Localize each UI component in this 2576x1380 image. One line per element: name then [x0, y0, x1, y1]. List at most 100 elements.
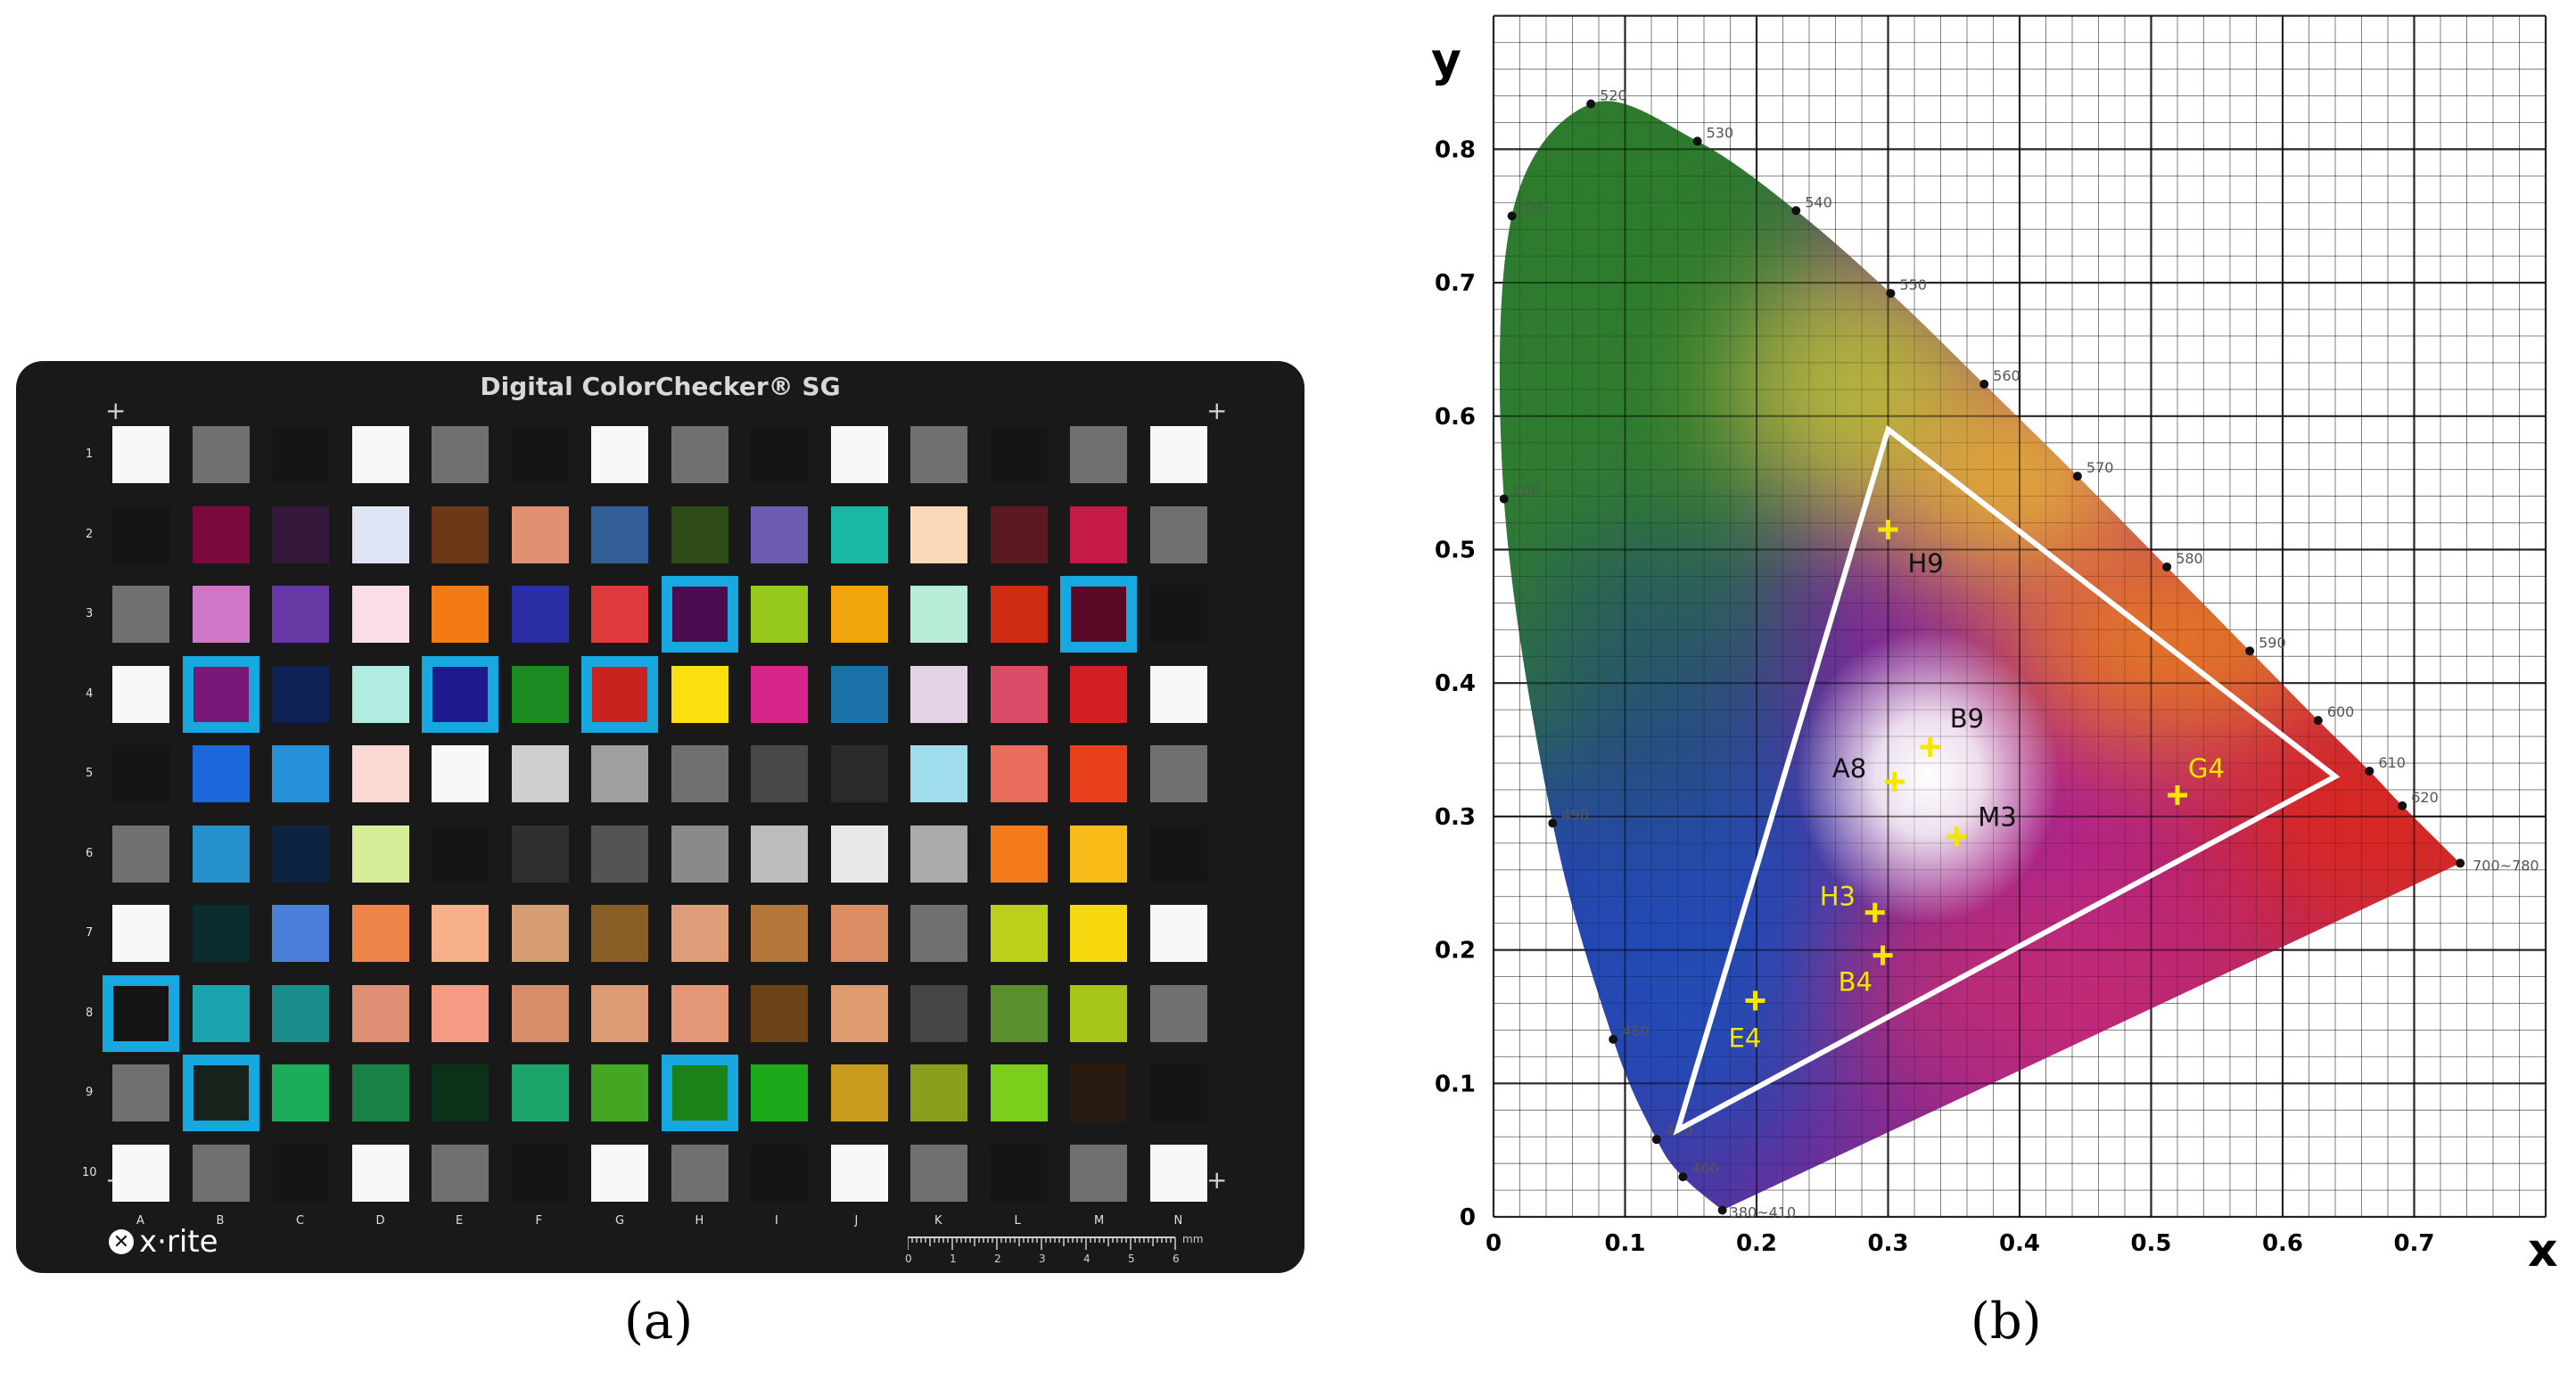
row-label: 2	[86, 527, 94, 541]
color-patch-N5	[1149, 745, 1207, 802]
x-tick-label: 0.2	[1736, 1230, 1777, 1257]
color-patch-C4	[272, 665, 329, 723]
wavelength-label: 500	[1513, 482, 1541, 499]
column-label: J	[854, 1214, 859, 1228]
wavelength-label: 590	[2259, 634, 2286, 651]
y-tick-label: 0.2	[1435, 938, 1476, 965]
color-patch-G1	[591, 426, 648, 483]
row-label: 5	[86, 767, 94, 780]
x-tick-label: 0.5	[2130, 1230, 2171, 1257]
wavelength-label: 480	[1622, 1023, 1650, 1039]
x-tick-label: 0.3	[1867, 1230, 1908, 1257]
color-patch-J4	[830, 665, 888, 723]
column-label: E	[456, 1214, 464, 1228]
wavelength-dot	[2365, 767, 2374, 776]
color-patch-K5	[910, 745, 967, 802]
color-patch-I1	[751, 426, 808, 483]
point-label: B9	[1950, 703, 1984, 734]
color-patch-B6	[192, 825, 250, 883]
color-patch-F7	[511, 905, 569, 962]
wavelength-label: 580	[2176, 550, 2203, 567]
color-patch-B10	[192, 1144, 250, 1202]
color-patch-A7	[112, 905, 169, 962]
color-patch-B2	[192, 505, 250, 563]
wavelength-markers: 380~410460470480490500510520530540550560…	[1499, 87, 2539, 1221]
color-patch-B9	[192, 1064, 250, 1121]
column-label: D	[375, 1214, 385, 1228]
column-label: C	[296, 1214, 305, 1228]
corner-crosshair-icon: +	[105, 396, 127, 425]
highlight-box-M3	[1060, 576, 1137, 653]
color-patch-I7	[751, 905, 808, 962]
y-tick-label: 0.3	[1435, 804, 1476, 831]
x-axis-label: x	[2528, 1224, 2558, 1277]
point-label: E4	[1729, 1023, 1762, 1053]
color-patch-B7	[192, 905, 250, 962]
y-tick-label: 0.7	[1435, 270, 1476, 297]
wavelength-dot	[1717, 1205, 1727, 1215]
color-patch-J3	[830, 586, 888, 643]
color-patch-D4	[351, 665, 409, 723]
color-patch-D1	[351, 426, 409, 483]
wavelength-dot	[1499, 494, 1509, 504]
color-patch-L6	[990, 825, 1048, 883]
wavelength-label: 600	[2327, 703, 2355, 720]
color-patch-I8	[751, 984, 808, 1042]
color-patch-L3	[990, 586, 1048, 643]
x-tick-label: 0.6	[2262, 1230, 2303, 1257]
color-patch-M7	[1070, 905, 1127, 962]
row-label: 1	[86, 448, 94, 461]
color-patch-H9	[671, 1064, 728, 1121]
color-patch-H10	[671, 1144, 728, 1202]
wavelength-label: 540	[1805, 193, 1832, 210]
ruler-tick-label: 6	[1173, 1253, 1180, 1265]
xrite-logo-icon: ✕	[109, 1229, 134, 1254]
wavelength-dot	[1979, 379, 1989, 389]
color-patch-G6	[591, 825, 648, 883]
highlight-box-E4	[422, 655, 498, 733]
color-patch-G10	[591, 1144, 648, 1202]
color-patch-E1	[432, 426, 489, 483]
color-patch-F9	[511, 1064, 569, 1121]
xrite-logo: ✕ x·rite	[109, 1224, 218, 1260]
color-patch-L8	[990, 984, 1048, 1042]
color-patch-K3	[910, 586, 967, 643]
color-patch-N4	[1149, 665, 1207, 723]
wavelength-dot	[2162, 562, 2172, 571]
color-patch-C1	[272, 426, 329, 483]
color-patch-K6	[910, 825, 967, 883]
y-tick-label: 0.1	[1435, 1071, 1476, 1097]
color-patch-K9	[910, 1064, 967, 1121]
column-label: F	[535, 1214, 542, 1228]
color-patch-E5	[432, 745, 489, 802]
color-patch-D10	[351, 1144, 409, 1202]
color-patch-L10	[990, 1144, 1048, 1202]
color-patch-K8	[910, 984, 967, 1042]
wavelength-label: 530	[1707, 124, 1734, 141]
x-tick-label: 0.4	[1999, 1230, 2040, 1257]
color-patch-A9	[112, 1064, 169, 1121]
ruler-tick-label: 1	[950, 1253, 957, 1265]
color-patch-B3	[192, 586, 250, 643]
wavelength-label: 620	[2411, 789, 2439, 806]
wavelength-dot	[1507, 211, 1517, 221]
color-patch-C6	[272, 825, 329, 883]
color-patch-E8	[432, 984, 489, 1042]
color-patch-J10	[830, 1144, 888, 1202]
color-patch-N3	[1149, 586, 1207, 643]
column-label: B	[216, 1214, 225, 1228]
color-patch-L5	[990, 745, 1048, 802]
color-patch-D8	[351, 984, 409, 1042]
color-patch-E4	[432, 665, 489, 723]
color-patch-E9	[432, 1064, 489, 1121]
color-patch-H2	[671, 505, 728, 563]
wavelength-dot	[1586, 99, 1596, 109]
color-patch-C2	[272, 505, 329, 563]
wavelength-dot	[2313, 716, 2323, 726]
corner-crosshair-icon: +	[1206, 1165, 1228, 1195]
color-patch-D2	[351, 505, 409, 563]
color-patch-K4	[910, 665, 967, 723]
color-patch-F3	[511, 586, 569, 643]
color-patch-F4	[511, 665, 569, 723]
color-patch-D9	[351, 1064, 409, 1121]
